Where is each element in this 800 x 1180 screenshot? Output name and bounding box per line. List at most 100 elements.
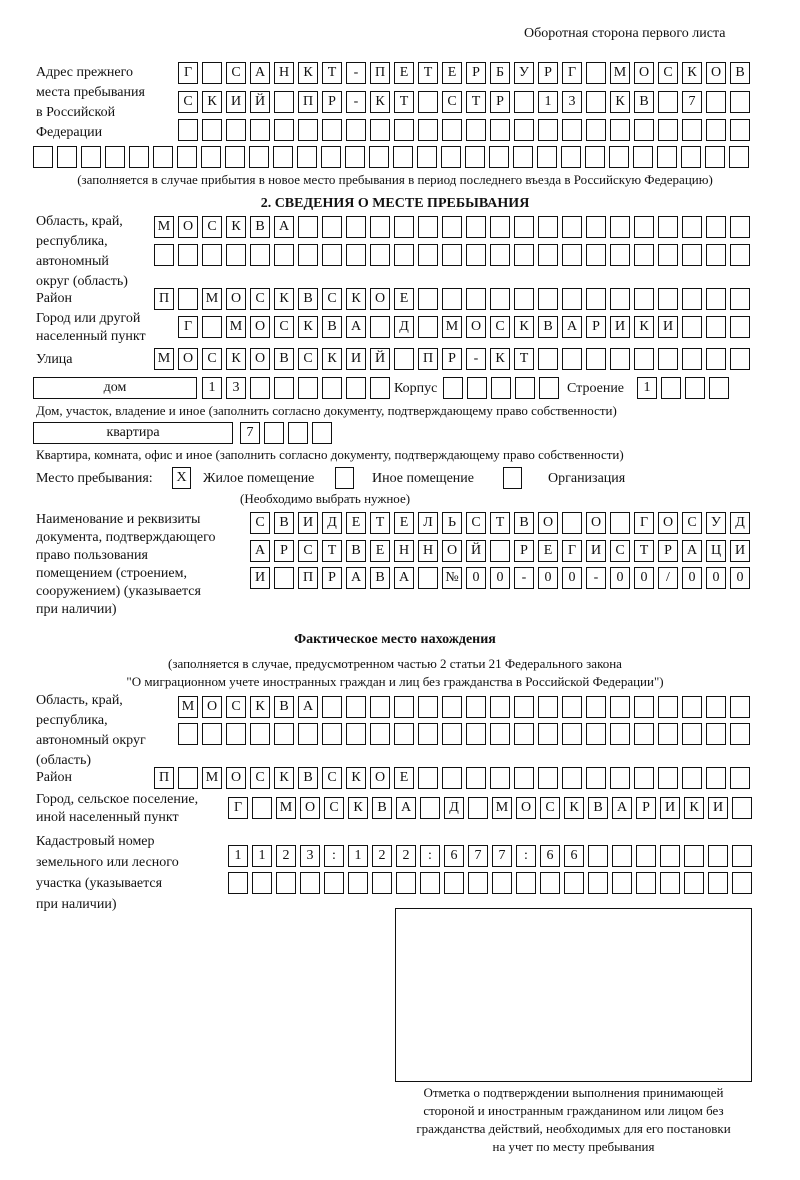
char-cell[interactable]: [250, 119, 270, 141]
char-cell[interactable]: [634, 767, 654, 789]
char-cell[interactable]: А: [274, 216, 294, 238]
char-cell[interactable]: О: [300, 797, 320, 819]
char-cell[interactable]: [660, 872, 680, 894]
char-cell[interactable]: [708, 845, 728, 867]
char-cell[interactable]: К: [490, 348, 510, 370]
char-cell[interactable]: [202, 316, 222, 338]
char-cell[interactable]: [418, 696, 438, 718]
char-cell[interactable]: Й: [250, 91, 270, 113]
char-cell[interactable]: С: [322, 767, 342, 789]
char-cell[interactable]: Н: [394, 540, 414, 562]
char-cell[interactable]: [273, 146, 293, 168]
char-cell[interactable]: 1: [637, 377, 657, 399]
char-cell[interactable]: М: [492, 797, 512, 819]
char-cell[interactable]: [732, 845, 752, 867]
char-cell[interactable]: Е: [394, 767, 414, 789]
char-cell[interactable]: [586, 62, 606, 84]
char-cell[interactable]: [370, 696, 390, 718]
char-cell[interactable]: [610, 512, 630, 534]
char-cell[interactable]: 0: [466, 567, 486, 589]
char-cell[interactable]: 2: [372, 845, 392, 867]
char-cell[interactable]: Д: [444, 797, 464, 819]
char-cell[interactable]: [288, 422, 308, 444]
char-cell[interactable]: [178, 244, 198, 266]
char-cell[interactable]: [418, 119, 438, 141]
char-cell[interactable]: В: [538, 316, 558, 338]
char-cell[interactable]: [322, 723, 342, 745]
char-cell[interactable]: С: [490, 316, 510, 338]
char-cell[interactable]: [490, 767, 510, 789]
char-cell[interactable]: К: [298, 62, 318, 84]
char-cell[interactable]: [681, 146, 701, 168]
char-cell[interactable]: [538, 216, 558, 238]
char-cell[interactable]: [297, 146, 317, 168]
char-cell[interactable]: [466, 723, 486, 745]
char-cell[interactable]: О: [516, 797, 536, 819]
char-cell[interactable]: Е: [394, 288, 414, 310]
char-cell[interactable]: [586, 348, 606, 370]
char-cell[interactable]: [682, 316, 702, 338]
char-cell[interactable]: А: [562, 316, 582, 338]
char-cell[interactable]: [585, 146, 605, 168]
prev-address-row-3[interactable]: [178, 119, 750, 141]
char-cell[interactable]: Й: [466, 540, 486, 562]
char-cell[interactable]: [634, 696, 654, 718]
char-cell[interactable]: [346, 216, 366, 238]
char-cell[interactable]: П: [298, 567, 318, 589]
char-cell[interactable]: А: [250, 540, 270, 562]
char-cell[interactable]: 0: [538, 567, 558, 589]
char-cell[interactable]: И: [730, 540, 750, 562]
char-cell[interactable]: Н: [274, 62, 294, 84]
char-cell[interactable]: [348, 872, 368, 894]
char-cell[interactable]: /: [658, 567, 678, 589]
char-cell[interactable]: [612, 872, 632, 894]
char-cell[interactable]: [178, 288, 198, 310]
char-cell[interactable]: [442, 288, 462, 310]
char-cell[interactable]: [634, 244, 654, 266]
char-cell[interactable]: [492, 872, 512, 894]
char-cell[interactable]: [418, 244, 438, 266]
char-cell[interactable]: Г: [634, 512, 654, 534]
char-cell[interactable]: [418, 767, 438, 789]
char-cell[interactable]: Г: [562, 62, 582, 84]
char-cell[interactable]: С: [682, 512, 702, 534]
char-cell[interactable]: [586, 723, 606, 745]
char-cell[interactable]: С: [466, 512, 486, 534]
char-cell[interactable]: [274, 91, 294, 113]
char-cell[interactable]: [202, 62, 222, 84]
char-cell[interactable]: [312, 422, 332, 444]
char-cell[interactable]: 0: [490, 567, 510, 589]
char-cell[interactable]: С: [324, 797, 344, 819]
char-cell[interactable]: [489, 146, 509, 168]
char-cell[interactable]: [730, 288, 750, 310]
char-cell[interactable]: [514, 91, 534, 113]
char-cell[interactable]: М: [226, 316, 246, 338]
char-cell[interactable]: 7: [240, 422, 260, 444]
char-cell[interactable]: Т: [514, 348, 534, 370]
char-cell[interactable]: [370, 216, 390, 238]
char-cell[interactable]: [586, 216, 606, 238]
char-cell[interactable]: [322, 696, 342, 718]
checkbox-residential[interactable]: X: [172, 467, 191, 489]
char-cell[interactable]: [562, 696, 582, 718]
char-cell[interactable]: 2: [396, 845, 416, 867]
char-cell[interactable]: 0: [610, 567, 630, 589]
char-cell[interactable]: С: [540, 797, 560, 819]
char-cell[interactable]: Н: [418, 540, 438, 562]
char-cell[interactable]: [658, 288, 678, 310]
char-cell[interactable]: [252, 797, 272, 819]
char-cell[interactable]: [490, 288, 510, 310]
char-cell[interactable]: [394, 119, 414, 141]
char-cell[interactable]: [610, 348, 630, 370]
char-cell[interactable]: [298, 377, 318, 399]
char-cell[interactable]: Р: [658, 540, 678, 562]
char-cell[interactable]: [465, 146, 485, 168]
char-cell[interactable]: В: [588, 797, 608, 819]
char-cell[interactable]: [346, 244, 366, 266]
char-cell[interactable]: [466, 288, 486, 310]
char-cell[interactable]: В: [634, 91, 654, 113]
